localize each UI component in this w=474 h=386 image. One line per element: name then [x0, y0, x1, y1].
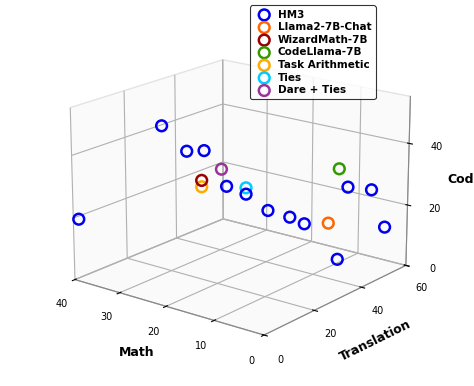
X-axis label: Math: Math — [118, 346, 155, 359]
Legend: HM3, Llama2-7B-Chat, WizardMath-7B, CodeLlama-7B, Task Arithmetic, Ties, Dare + : HM3, Llama2-7B-Chat, WizardMath-7B, Code… — [250, 5, 375, 100]
Y-axis label: Translation: Translation — [337, 318, 413, 364]
